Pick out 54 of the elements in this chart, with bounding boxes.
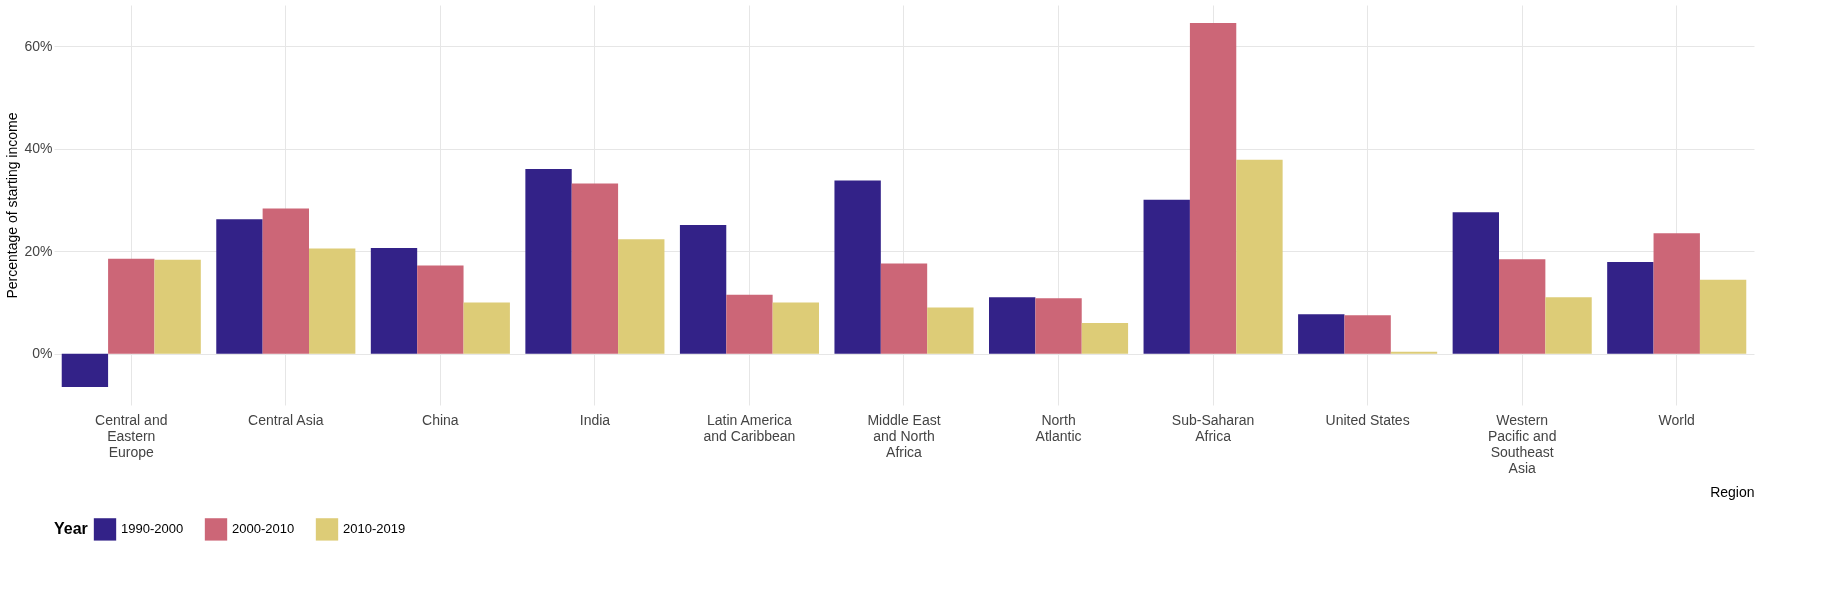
bar [262,208,309,354]
y-tick-label: 40% [24,140,53,157]
legend-label: 2000-2010 [232,521,295,537]
legend-title: Year [54,520,88,537]
x-tick-label: Central and Eastern Europe [95,411,168,460]
legend-label: 2010-2019 [343,521,406,537]
y-tick-label: 60% [24,37,53,54]
bar [571,183,619,354]
bar [1081,322,1129,354]
bar [370,248,418,354]
bar [525,169,572,354]
x-tick-label: North Atlantic [1035,411,1082,444]
bar [834,180,881,354]
bar [880,263,928,354]
bar [1236,159,1283,354]
bar [1607,261,1654,354]
x-tick-label: Middle East and North Africa [867,411,941,460]
bar [1699,279,1747,354]
bar [1499,259,1546,354]
bar [309,248,356,354]
y-axis-title: Percentage of starting income [4,112,21,299]
x-tick-label: United States [1325,411,1410,428]
bar [417,265,464,354]
bar [679,225,727,354]
bar [1189,22,1237,354]
bar [1035,298,1082,354]
bar [772,302,819,354]
bar [927,307,974,354]
bar [216,219,263,354]
bar [463,302,510,354]
bar [618,239,665,354]
y-tick-label: 20% [24,242,53,259]
bar [1344,315,1391,354]
bar [1298,314,1345,354]
bar [1390,351,1438,354]
x-axis-title: Region [1710,483,1755,500]
x-tick-label: World [1658,411,1695,428]
bar [108,258,155,354]
x-tick-label: India [579,411,611,428]
x-tick-label: Latin America and Caribbean [703,411,796,444]
bar [154,259,201,354]
x-tick-label: Central Asia [248,411,324,428]
bar [1143,199,1190,354]
x-tick-label: Western Pacific and Southeast Asia [1487,411,1557,476]
bar [726,294,773,354]
bar [989,297,1036,354]
legend-label: 1990-2000 [121,521,184,537]
bar [61,353,109,388]
x-tick-label: China [422,411,459,428]
bar [1545,297,1592,354]
bar [1653,233,1700,354]
bar [1452,212,1499,354]
y-tick-label: 0% [32,345,53,362]
x-tick-label: Sub-Saharan Africa [1171,411,1255,444]
